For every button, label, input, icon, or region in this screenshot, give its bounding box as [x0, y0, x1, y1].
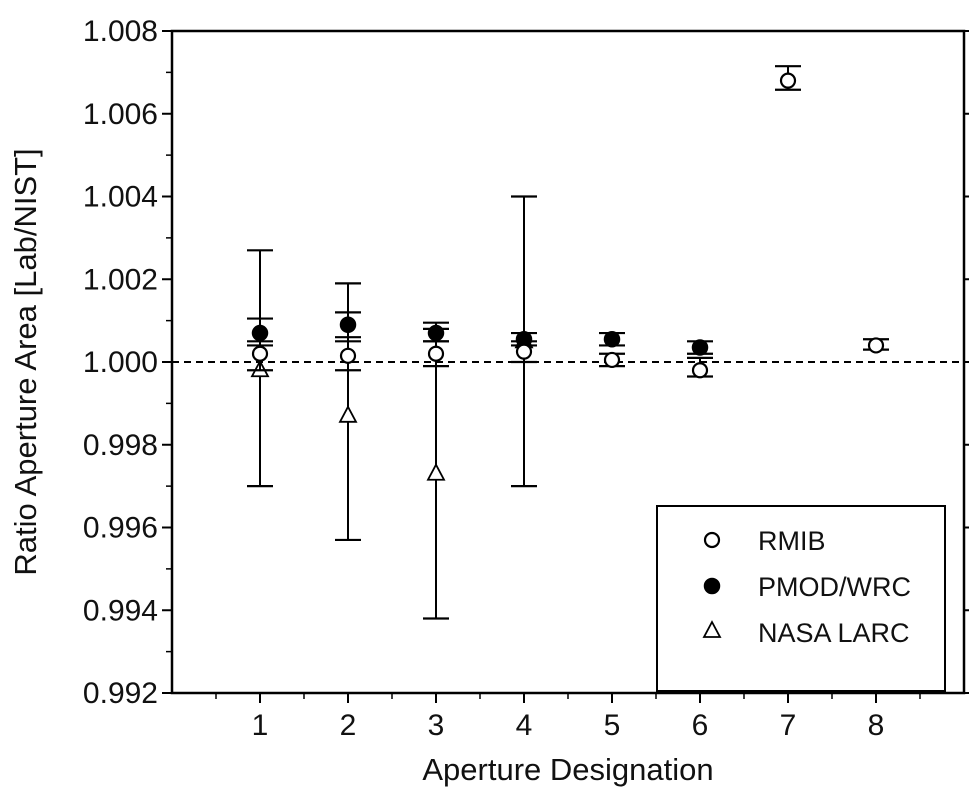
series-pmod-wrc	[247, 311, 713, 356]
data-point-open-circle	[427, 345, 445, 362]
y-tick-label: 0.998	[83, 429, 158, 462]
legend-marker-nasa	[702, 620, 722, 638]
y-tick-label: 1.004	[83, 181, 158, 214]
x-tick-label: 3	[428, 709, 445, 742]
data-point-triangle	[426, 462, 446, 481]
data-point-filled-circle	[251, 324, 269, 342]
y-axis-title: Ratio Aperture Area [Lab/NIST]	[8, 148, 43, 575]
legend-label-rmib: RMIB	[758, 526, 826, 556]
data-point-triangle	[338, 404, 358, 423]
data-point-open-circle	[339, 347, 357, 364]
y-tick-label: 1.008	[83, 15, 158, 48]
x-tick-label: 5	[604, 709, 621, 742]
legend-marker-rmib	[703, 531, 721, 549]
data-point-open-circle	[251, 345, 269, 362]
series-rmib	[247, 65, 889, 379]
legend-marker-pmod	[703, 577, 721, 595]
legend-label-nasa: NASA LARC	[758, 618, 910, 648]
tick-labels: 0.992 0.994 0.996 0.998 1.000 1.002 1.004 1.006…	[83, 15, 884, 742]
legend: RMIB PMOD/WRC NASA LARC	[656, 505, 946, 692]
legend-label-pmod: PMOD/WRC	[758, 572, 911, 602]
data-point-open-circle	[603, 351, 621, 369]
axis-ticks	[162, 30, 969, 703]
data-point-filled-circle	[603, 330, 621, 348]
data-point-filled-circle	[691, 339, 709, 356]
y-tick-label: 1.006	[83, 98, 158, 131]
y-tick-label: 1.002	[83, 263, 158, 296]
y-tick-label: 1.000	[83, 346, 158, 379]
data-point-filled-circle	[427, 324, 445, 342]
data-point-open-circle	[779, 72, 797, 89]
x-tick-label: 4	[516, 709, 533, 742]
data-point-filled-circle	[339, 316, 357, 334]
series-nasa-larc	[247, 195, 537, 620]
x-tick-label: 2	[340, 709, 357, 742]
data-point-open-circle	[515, 343, 533, 360]
x-tick-label: 8	[868, 709, 885, 742]
x-tick-label: 7	[780, 709, 797, 742]
data-point-open-circle	[691, 362, 709, 379]
data-series-group	[247, 65, 889, 620]
x-tick-label: 6	[692, 709, 709, 742]
y-tick-label: 0.996	[83, 512, 158, 545]
x-tick-label: 1	[252, 709, 269, 742]
data-point-open-circle	[867, 337, 885, 354]
y-tick-label: 0.994	[83, 594, 158, 627]
x-axis-title: Aperture Designation	[422, 752, 713, 787]
y-tick-label: 0.992	[83, 677, 158, 710]
